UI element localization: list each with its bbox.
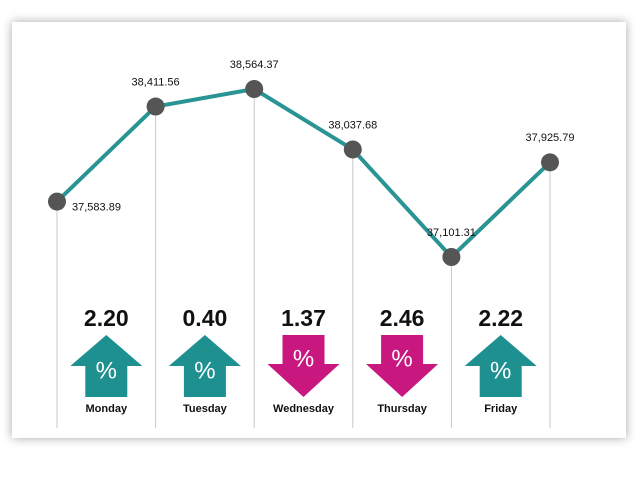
point xyxy=(541,153,559,172)
day-label: Friday xyxy=(484,403,518,415)
change-value: 2.22 xyxy=(478,305,523,331)
value-label: 37,101.31 xyxy=(427,227,476,239)
point xyxy=(245,80,264,98)
down-arrow xyxy=(267,335,340,397)
up-arrow xyxy=(464,335,537,397)
change-value: 1.37 xyxy=(281,305,326,331)
up-arrow xyxy=(70,335,143,397)
value-label: 37,583.89 xyxy=(72,201,121,213)
point xyxy=(48,192,66,211)
change-value: 2.46 xyxy=(380,305,425,331)
value-label: 38,037.68 xyxy=(328,119,377,131)
percent-symbol: % xyxy=(194,357,215,384)
day-label: Tuesday xyxy=(183,403,228,415)
up-arrow xyxy=(168,335,241,397)
percent-symbol: % xyxy=(490,357,511,384)
price-line xyxy=(55,87,552,259)
percent-symbol: % xyxy=(391,345,412,372)
day-label: Thursday xyxy=(377,403,427,415)
point xyxy=(146,97,165,116)
change-value: 0.40 xyxy=(183,305,228,331)
point xyxy=(442,248,461,266)
down-arrow xyxy=(366,335,439,397)
change-value: 2.20 xyxy=(84,305,129,331)
value-label: 38,411.56 xyxy=(132,76,180,88)
percent-symbol: % xyxy=(96,357,117,384)
percent-symbol: % xyxy=(293,345,314,372)
value-label: 38,564.37 xyxy=(230,59,279,71)
day-label: Wednesday xyxy=(273,403,335,415)
point xyxy=(343,140,362,159)
value-label: 37,925.79 xyxy=(526,132,575,144)
day-label: Monday xyxy=(86,403,128,415)
